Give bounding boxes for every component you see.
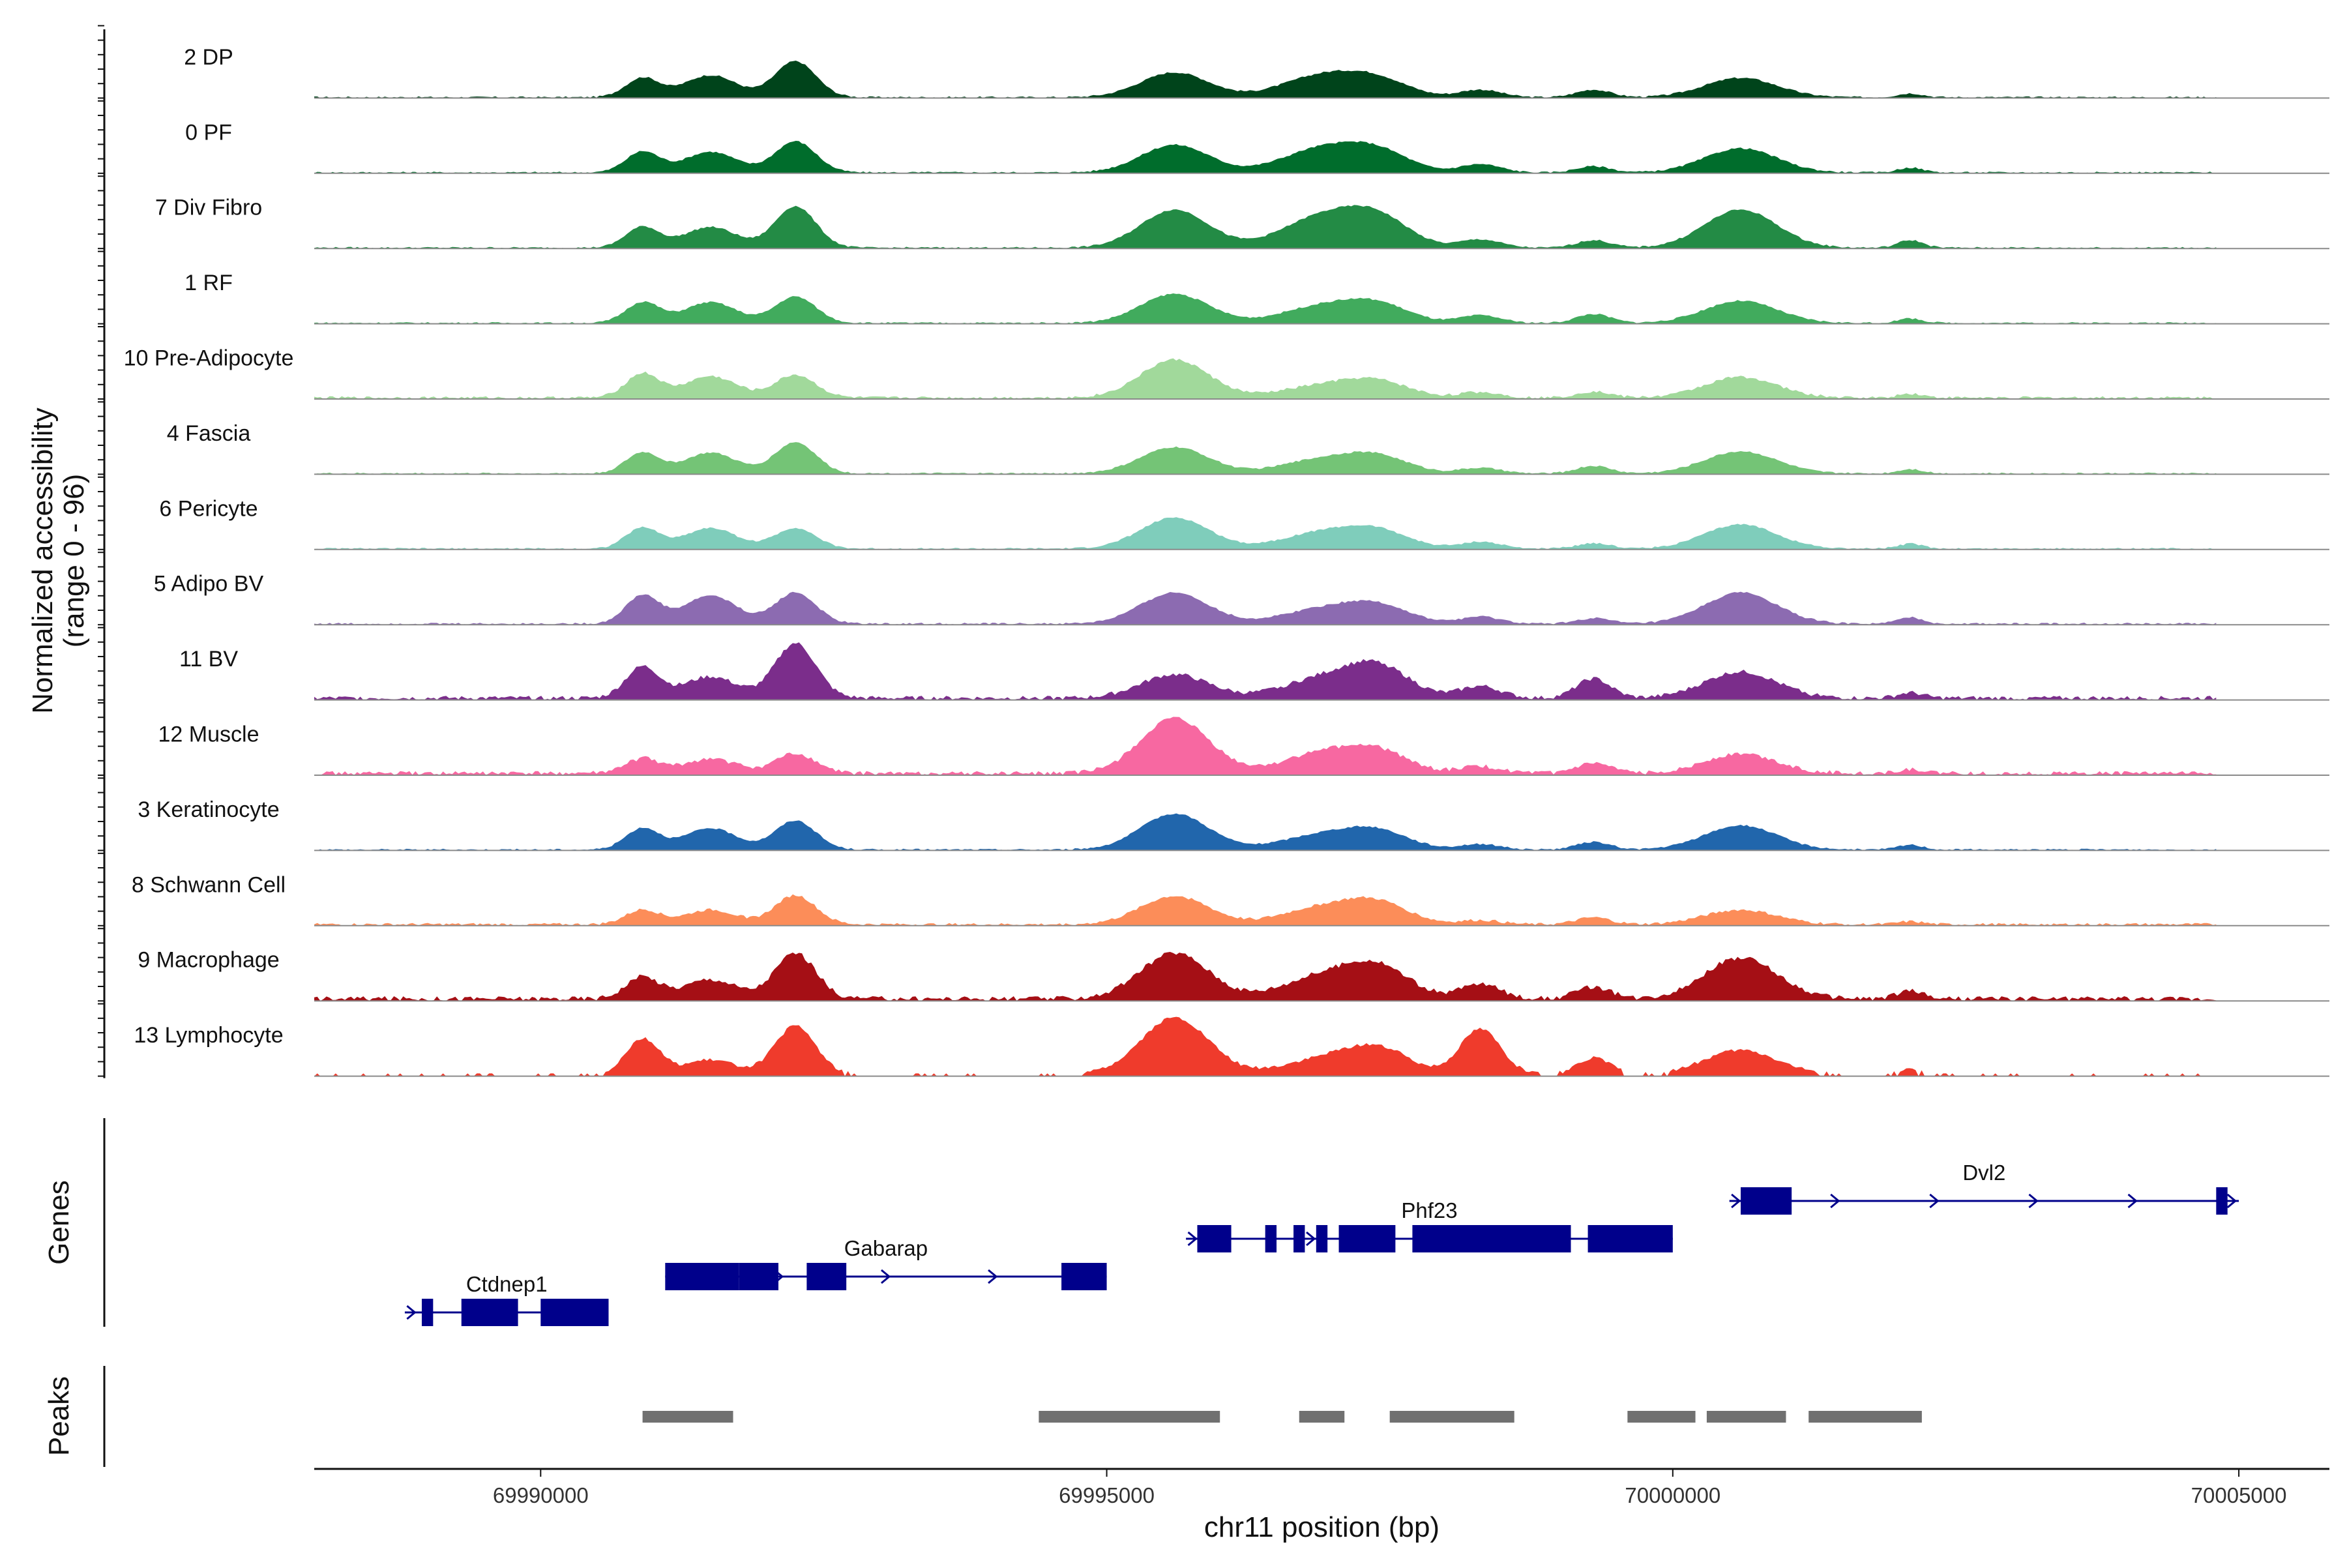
track-label-12: 9 Macrophage: [138, 948, 279, 973]
track-area-3: [314, 293, 2217, 324]
x-tick-label: 69995000: [1059, 1483, 1155, 1507]
exon-Ctdnep1-0: [421, 1299, 434, 1326]
exon-Phf23-5: [1412, 1225, 1571, 1252]
genes-track-label: Genes: [43, 1180, 75, 1265]
track-label-11: 8 Schwann Cell: [132, 872, 286, 897]
track-area-10: [314, 813, 2217, 851]
strand-arrow-icon: [1306, 1231, 1316, 1247]
strand-arrow-icon: [406, 1305, 417, 1320]
track-label-8: 11 BV: [179, 647, 238, 672]
track-area-4: [314, 358, 2217, 399]
strand-arrow-icon: [1731, 1193, 1741, 1209]
exon-Phf23-2: [1293, 1225, 1305, 1252]
y-axis-range: (range 0 - 96): [58, 474, 90, 648]
strand-arrow-icon: [1187, 1231, 1198, 1247]
track-area-2: [314, 205, 2217, 249]
exon-Gabarap-1: [739, 1263, 778, 1290]
track-area-7: [314, 591, 2217, 625]
track-area-8: [314, 642, 2217, 700]
track-label-5: 4 Fascia: [167, 421, 251, 446]
strand-arrow-icon: [2028, 1193, 2039, 1209]
peaks-track-label: Peaks: [43, 1376, 75, 1456]
track-label-6: 6 Pericyte: [159, 496, 258, 521]
track-area-9: [314, 717, 2217, 775]
track-label-1: 0 PF: [185, 120, 232, 145]
y-axis-title: Normalized accessibility: [27, 407, 59, 713]
x-axis-title: chr11 position (bp): [1204, 1511, 1439, 1543]
track-label-9: 12 Muscle: [158, 722, 259, 747]
track-area-0: [314, 61, 2217, 98]
x-tick-label: 70000000: [1625, 1483, 1720, 1507]
exon-Phf23-4: [1338, 1225, 1396, 1252]
exon-Phf23-6: [1587, 1225, 1673, 1252]
exon-Gabarap-0: [665, 1263, 739, 1290]
track-area-1: [314, 141, 2217, 173]
strand-arrow-icon: [880, 1269, 891, 1284]
track-area-6: [314, 517, 2217, 550]
track-label-10: 3 Keratinocyte: [138, 797, 279, 822]
exon-Dvl2-0: [1741, 1187, 1792, 1215]
peak-bar-1: [1039, 1411, 1220, 1423]
gene-name-Ctdnep1: Ctdnep1: [466, 1272, 548, 1296]
track-area-12: [314, 952, 2217, 1001]
exon-Gabarap-2: [806, 1263, 847, 1290]
exon-Dvl2-1: [2216, 1187, 2228, 1215]
exon-Ctdnep1-2: [540, 1299, 609, 1326]
exon-Phf23-3: [1316, 1225, 1328, 1252]
track-area-11: [314, 894, 2217, 926]
track-area-5: [314, 442, 2217, 475]
peak-bar-5: [1706, 1411, 1786, 1423]
track-label-13: 13 Lymphocyte: [134, 1023, 283, 1048]
track-area-13: [314, 1016, 2217, 1076]
strand-arrow-icon: [2226, 1193, 2237, 1209]
exon-Gabarap-3: [1061, 1263, 1107, 1290]
gene-name-Gabarap: Gabarap: [844, 1236, 928, 1260]
strand-arrow-icon: [1830, 1193, 1840, 1209]
x-tick-label: 70005000: [2191, 1483, 2287, 1507]
exon-Ctdnep1-1: [461, 1299, 518, 1326]
exon-Phf23-0: [1197, 1225, 1232, 1252]
track-label-3: 1 RF: [185, 271, 233, 295]
peak-bar-2: [1299, 1411, 1345, 1423]
peak-bar-4: [1627, 1411, 1696, 1423]
gene-name-Phf23: Phf23: [1401, 1198, 1457, 1222]
peak-bar-0: [642, 1411, 733, 1423]
peak-bar-6: [1808, 1411, 1922, 1423]
strand-arrow-icon: [1929, 1193, 1940, 1209]
exon-Phf23-1: [1265, 1225, 1277, 1252]
peak-bar-3: [1389, 1411, 1514, 1423]
gene-name-Dvl2: Dvl2: [1962, 1161, 2005, 1185]
track-label-0: 2 DP: [184, 45, 233, 70]
track-label-7: 5 Adipo BV: [154, 572, 264, 597]
track-label-2: 7 Div Fibro: [155, 196, 262, 220]
track-label-4: 10 Pre-Adipocyte: [124, 346, 294, 371]
strand-arrow-icon: [988, 1269, 998, 1284]
strand-arrow-icon: [2127, 1193, 2138, 1209]
x-tick-label: 69990000: [493, 1483, 589, 1507]
